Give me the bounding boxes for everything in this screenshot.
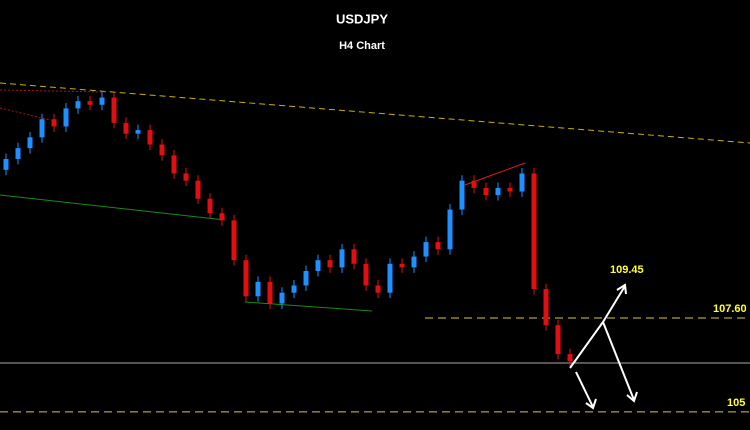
annotation: 109.45 xyxy=(610,264,644,276)
candle-body xyxy=(279,292,285,304)
trendline xyxy=(0,107,51,121)
candle-body xyxy=(3,158,9,170)
level-label: 105 xyxy=(727,397,745,409)
level-label: 107.60 xyxy=(713,303,747,315)
candle-body xyxy=(399,263,405,268)
candle-body xyxy=(231,220,237,261)
candle-body xyxy=(531,173,537,290)
trendline xyxy=(0,82,750,144)
candle-body xyxy=(315,260,321,272)
candle-body xyxy=(423,242,429,257)
candle-body xyxy=(51,119,57,127)
candle-body xyxy=(291,285,297,293)
chart-subtitle: H4 Chart xyxy=(339,40,385,52)
candle-body xyxy=(39,119,45,138)
candle-body xyxy=(219,213,225,221)
projection-arrows xyxy=(569,283,638,410)
candle-body xyxy=(135,130,141,134)
candle-body xyxy=(519,173,525,192)
candle-body xyxy=(267,281,273,304)
candle-body xyxy=(75,101,81,109)
candle-body xyxy=(375,285,381,293)
candle-body xyxy=(207,198,213,214)
candle-body xyxy=(459,180,465,210)
plot: 107.60 105 xyxy=(0,92,750,413)
candle-body xyxy=(27,137,33,149)
trendline xyxy=(0,89,106,93)
candle-body xyxy=(327,260,333,268)
candle-body xyxy=(87,101,93,105)
trendline xyxy=(0,194,226,221)
candle-body xyxy=(63,108,69,127)
candle-body xyxy=(243,260,249,297)
candle-body xyxy=(387,263,393,293)
candle-body xyxy=(351,249,357,264)
candle-body xyxy=(255,281,261,297)
candle-body xyxy=(471,180,477,188)
candle-body xyxy=(567,354,573,362)
candle-body xyxy=(495,187,501,196)
candle-body xyxy=(99,97,105,105)
candle-body xyxy=(159,144,165,156)
candle-body xyxy=(195,180,201,199)
candle-body xyxy=(123,122,129,134)
candle-body xyxy=(543,289,549,326)
trendline xyxy=(244,301,373,312)
candle-body xyxy=(147,130,153,145)
candle-body xyxy=(171,155,177,174)
candle-body xyxy=(15,148,21,159)
chart-title: USDJPY xyxy=(336,11,388,26)
candle-body xyxy=(447,209,453,250)
candle-body xyxy=(555,325,561,355)
candle-body xyxy=(435,242,441,250)
candle-body xyxy=(363,263,369,286)
candle-body xyxy=(183,173,189,181)
candle-body xyxy=(303,271,309,286)
candle-body xyxy=(339,249,345,268)
candle-body xyxy=(507,187,513,192)
candle-body xyxy=(483,187,489,196)
candle-body xyxy=(411,256,417,268)
candle-body xyxy=(111,97,117,123)
